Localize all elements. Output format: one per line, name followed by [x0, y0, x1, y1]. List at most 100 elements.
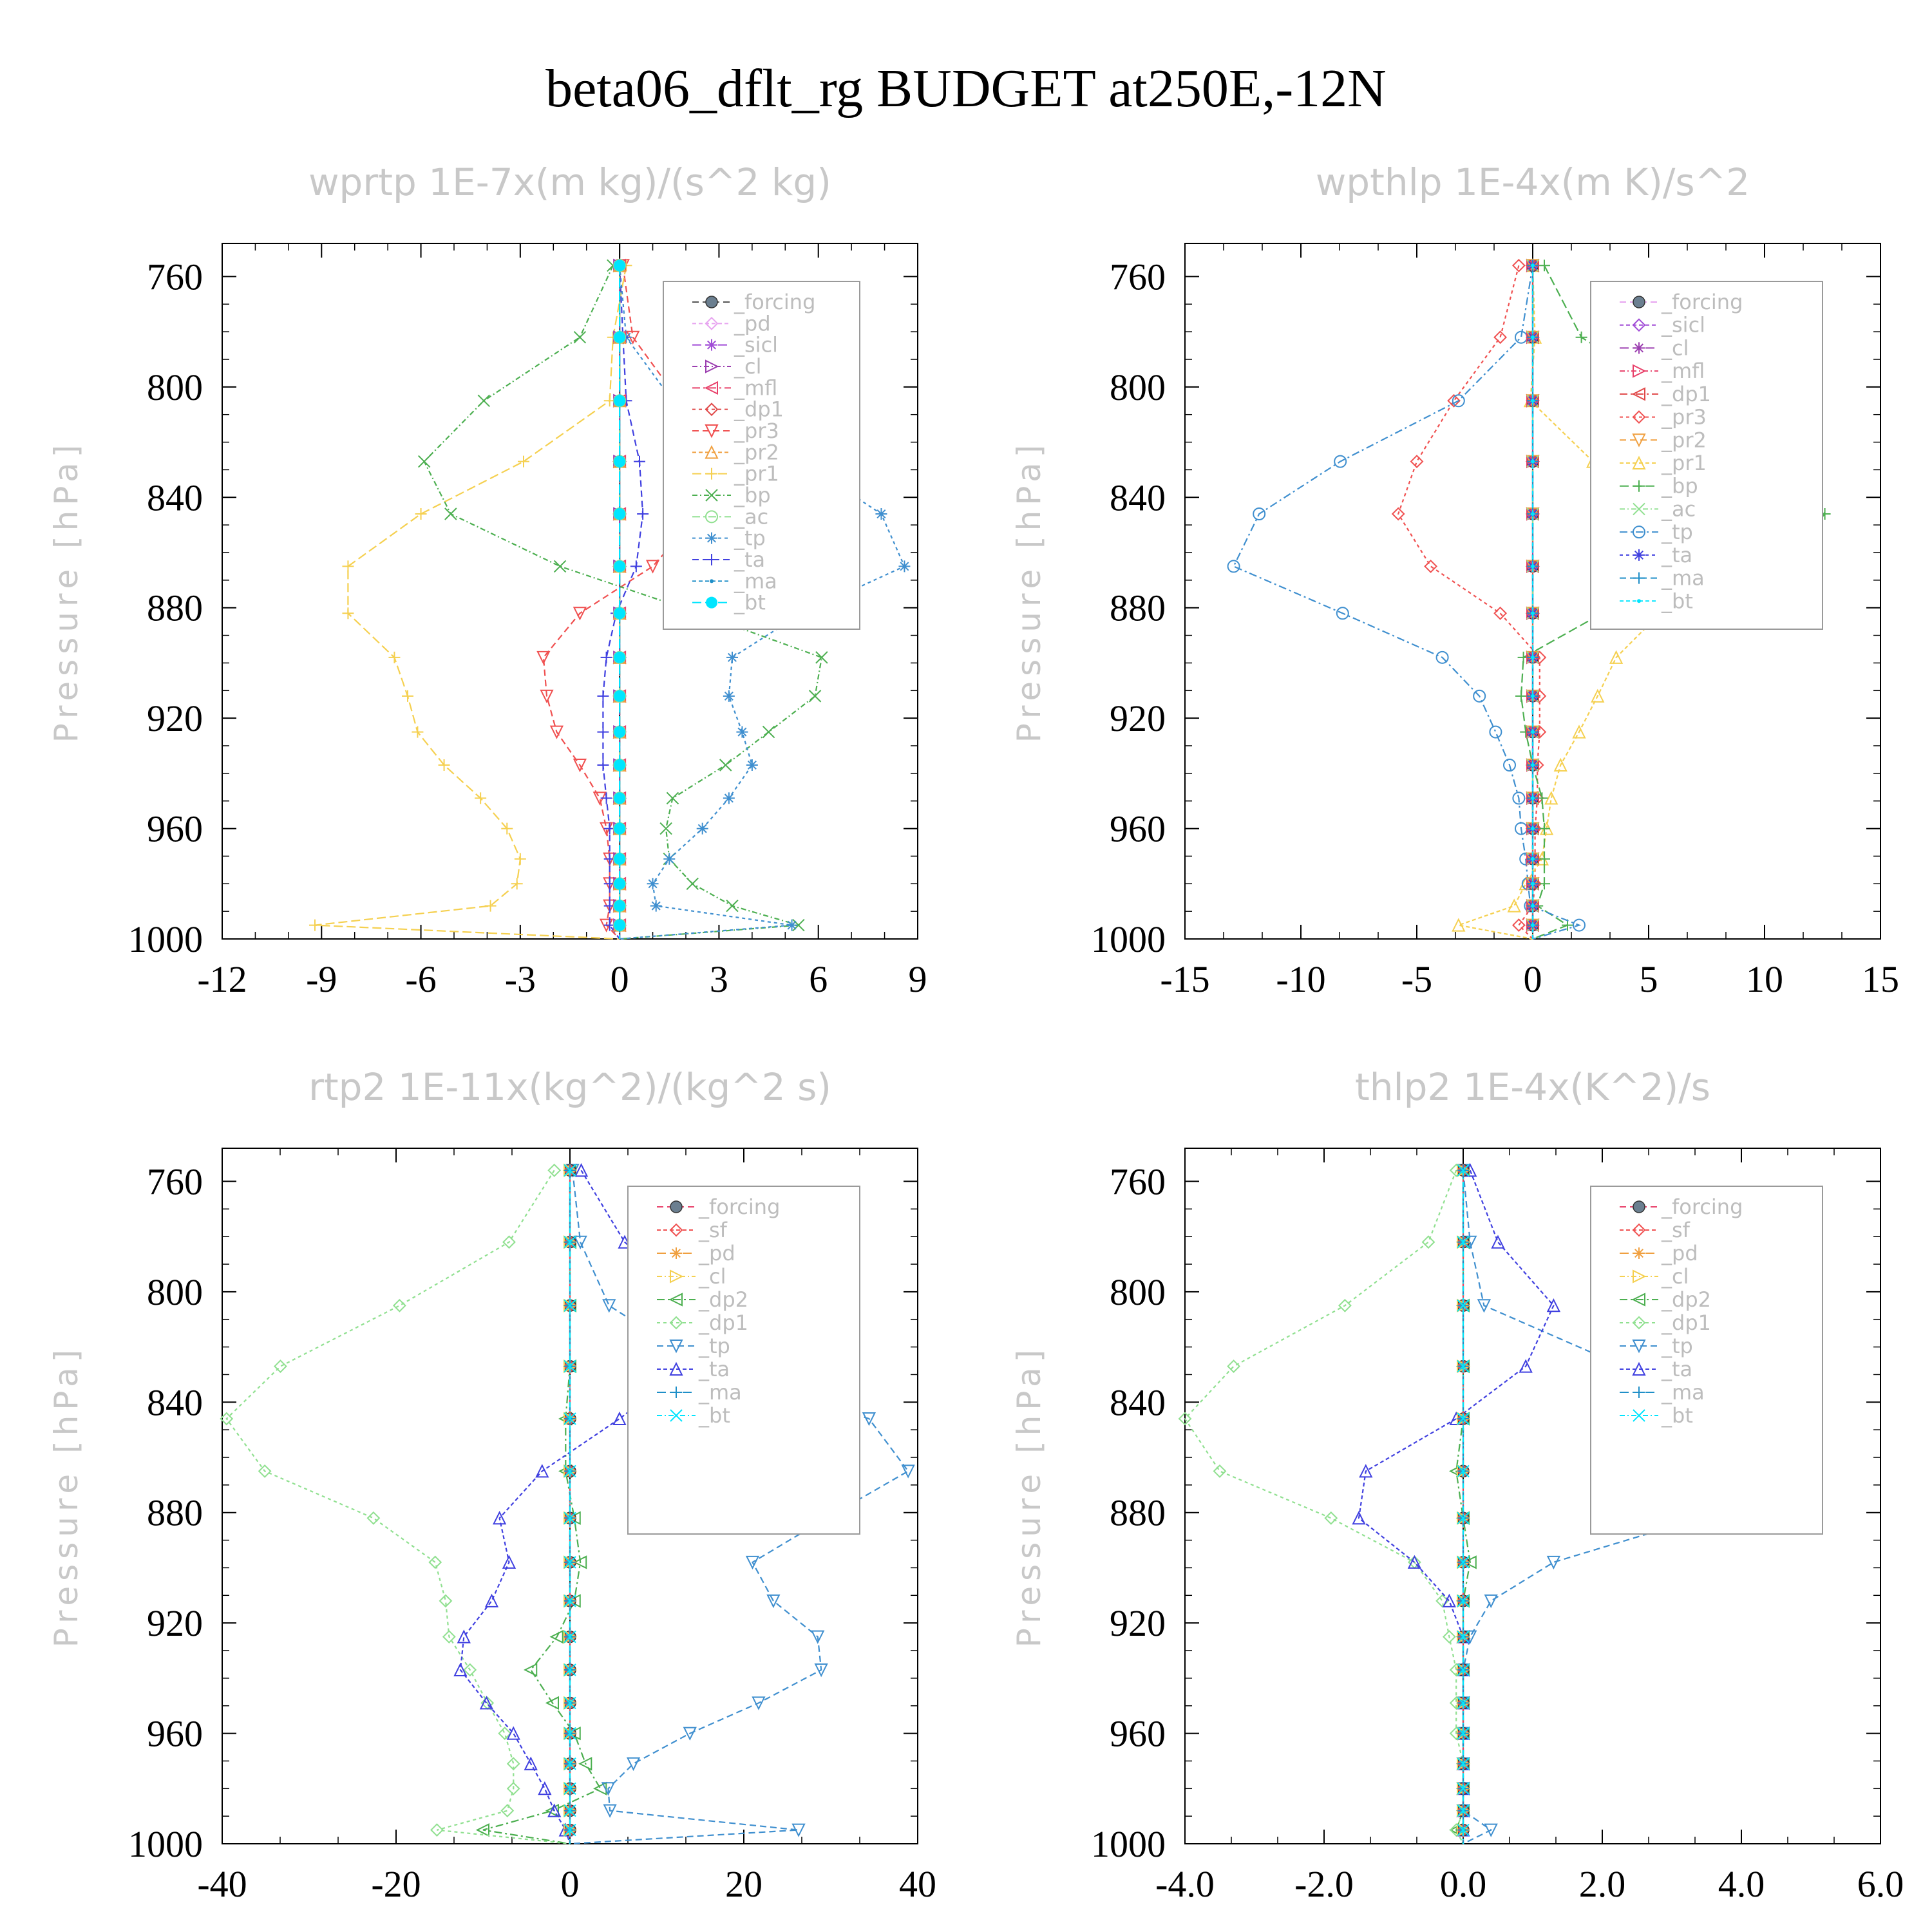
- data-point: [597, 690, 609, 702]
- data-point: [650, 900, 662, 912]
- legend-item: _forcing: [1620, 1195, 1743, 1219]
- series-pr1: [309, 260, 632, 940]
- legend-item: _ta: [692, 547, 765, 572]
- legend-box: [1590, 1186, 1823, 1535]
- x-tick-label: -9: [306, 958, 337, 1000]
- data-point: [1531, 459, 1535, 464]
- legend-item: _cl: [692, 354, 761, 379]
- legend-label: _mfl: [1661, 359, 1705, 383]
- series-line: [1184, 1170, 1464, 1844]
- y-tick-label: 880: [1110, 1492, 1166, 1534]
- legend-label: _dp1: [734, 397, 784, 422]
- data-point: [597, 726, 609, 738]
- legend-item: _cl: [1620, 1264, 1689, 1289]
- legend-label: _bp: [734, 483, 771, 507]
- data-point: [1452, 918, 1466, 932]
- data-point: [1573, 918, 1586, 932]
- data-point: [614, 792, 626, 804]
- data-point: [479, 1696, 494, 1710]
- data-point: [493, 1511, 507, 1525]
- legend-item: _dp1: [692, 397, 784, 422]
- y-tick-label: 920: [147, 697, 203, 739]
- data-point: [1553, 757, 1567, 772]
- series-line: [225, 1170, 571, 1845]
- data-point: [439, 1594, 453, 1608]
- data-point: [1457, 1804, 1470, 1817]
- series-line: [482, 1170, 601, 1845]
- series-ta: [453, 1163, 704, 1844]
- data-point: [1457, 1696, 1470, 1710]
- x-tick-label: 6.0: [1857, 1863, 1904, 1905]
- data-point: [430, 1823, 444, 1837]
- data-point: [1484, 1823, 1498, 1837]
- data-point: [1253, 507, 1266, 520]
- data-point: [1457, 1464, 1470, 1478]
- data-point: [762, 725, 775, 739]
- data-point: [696, 822, 708, 835]
- legend-box: [663, 281, 860, 630]
- legend-label: _cl: [734, 354, 761, 379]
- legend-label: _bp: [1661, 474, 1698, 498]
- data-point: [752, 1696, 766, 1710]
- data-point: [457, 1629, 471, 1643]
- data-point: [1457, 1556, 1470, 1569]
- data-point: [506, 1726, 520, 1740]
- legend-label: _cl: [1661, 1264, 1689, 1289]
- data-point: [1519, 1359, 1533, 1373]
- panel-title: thlp2 1E-4x(K^2)/s: [1355, 1065, 1710, 1109]
- data-point: [614, 260, 626, 272]
- legend-label: _mfl: [734, 375, 777, 400]
- legend-label: _sf: [698, 1218, 728, 1242]
- data-point: [524, 1756, 538, 1770]
- data-point: [1457, 1630, 1470, 1643]
- legend-item: _pd: [692, 311, 771, 336]
- data-point: [898, 560, 911, 573]
- data-point: [1539, 853, 1550, 865]
- data-point: [1457, 1727, 1470, 1740]
- data-point: [1493, 330, 1508, 345]
- y-tick-label: 840: [1110, 477, 1166, 518]
- y-tick-label: 880: [147, 587, 203, 629]
- y-tick-label: 1000: [128, 1823, 203, 1865]
- data-point: [593, 1781, 607, 1795]
- data-point: [875, 508, 887, 520]
- data-point: [220, 1412, 234, 1426]
- x-tick-label: 40: [899, 1863, 936, 1905]
- series-ma: [1527, 260, 1539, 939]
- data-point: [614, 455, 626, 468]
- legend-label: _pd: [1661, 1241, 1698, 1265]
- legend-item: _bp: [1620, 474, 1698, 498]
- data-point: [1507, 898, 1521, 913]
- y-tick-label: 920: [1110, 1602, 1166, 1644]
- data-point: [1452, 394, 1465, 408]
- data-point: [564, 1236, 576, 1249]
- data-point: [535, 1464, 549, 1478]
- y-tick-label: 840: [147, 477, 203, 518]
- x-tick-label: 0.0: [1440, 1863, 1487, 1905]
- data-point: [524, 1663, 538, 1677]
- data-point: [1447, 393, 1461, 408]
- data-point: [614, 651, 626, 663]
- legend-item: _pd: [657, 1241, 735, 1265]
- legend-item: _forcing: [657, 1195, 780, 1219]
- legend-item: _ma: [1620, 566, 1705, 591]
- data-point: [498, 1727, 512, 1740]
- legend-item: _cl: [657, 1264, 726, 1289]
- legend-label: _pr3: [1661, 405, 1707, 430]
- legend-item: _tp: [1620, 520, 1693, 544]
- x-tick-label: 6: [809, 958, 828, 1000]
- data-point: [511, 878, 523, 890]
- data-point: [547, 1803, 562, 1817]
- legend-item: _ma: [1620, 1380, 1705, 1405]
- data-point: [634, 455, 645, 468]
- legend-item: _bt: [692, 591, 766, 615]
- data-point: [1609, 650, 1624, 664]
- data-point: [545, 1696, 559, 1710]
- legend: _forcing_pd_sicl_cl_mfl_dp1_pr3_pr2_pr1_…: [663, 281, 860, 630]
- data-point: [402, 690, 413, 702]
- legend-label: _pr1: [734, 462, 779, 486]
- x-tick-label: 2.0: [1579, 1863, 1626, 1905]
- x-tick-label: -40: [197, 1863, 247, 1905]
- legend-item: _dp2: [657, 1287, 748, 1312]
- data-point: [1435, 1594, 1450, 1608]
